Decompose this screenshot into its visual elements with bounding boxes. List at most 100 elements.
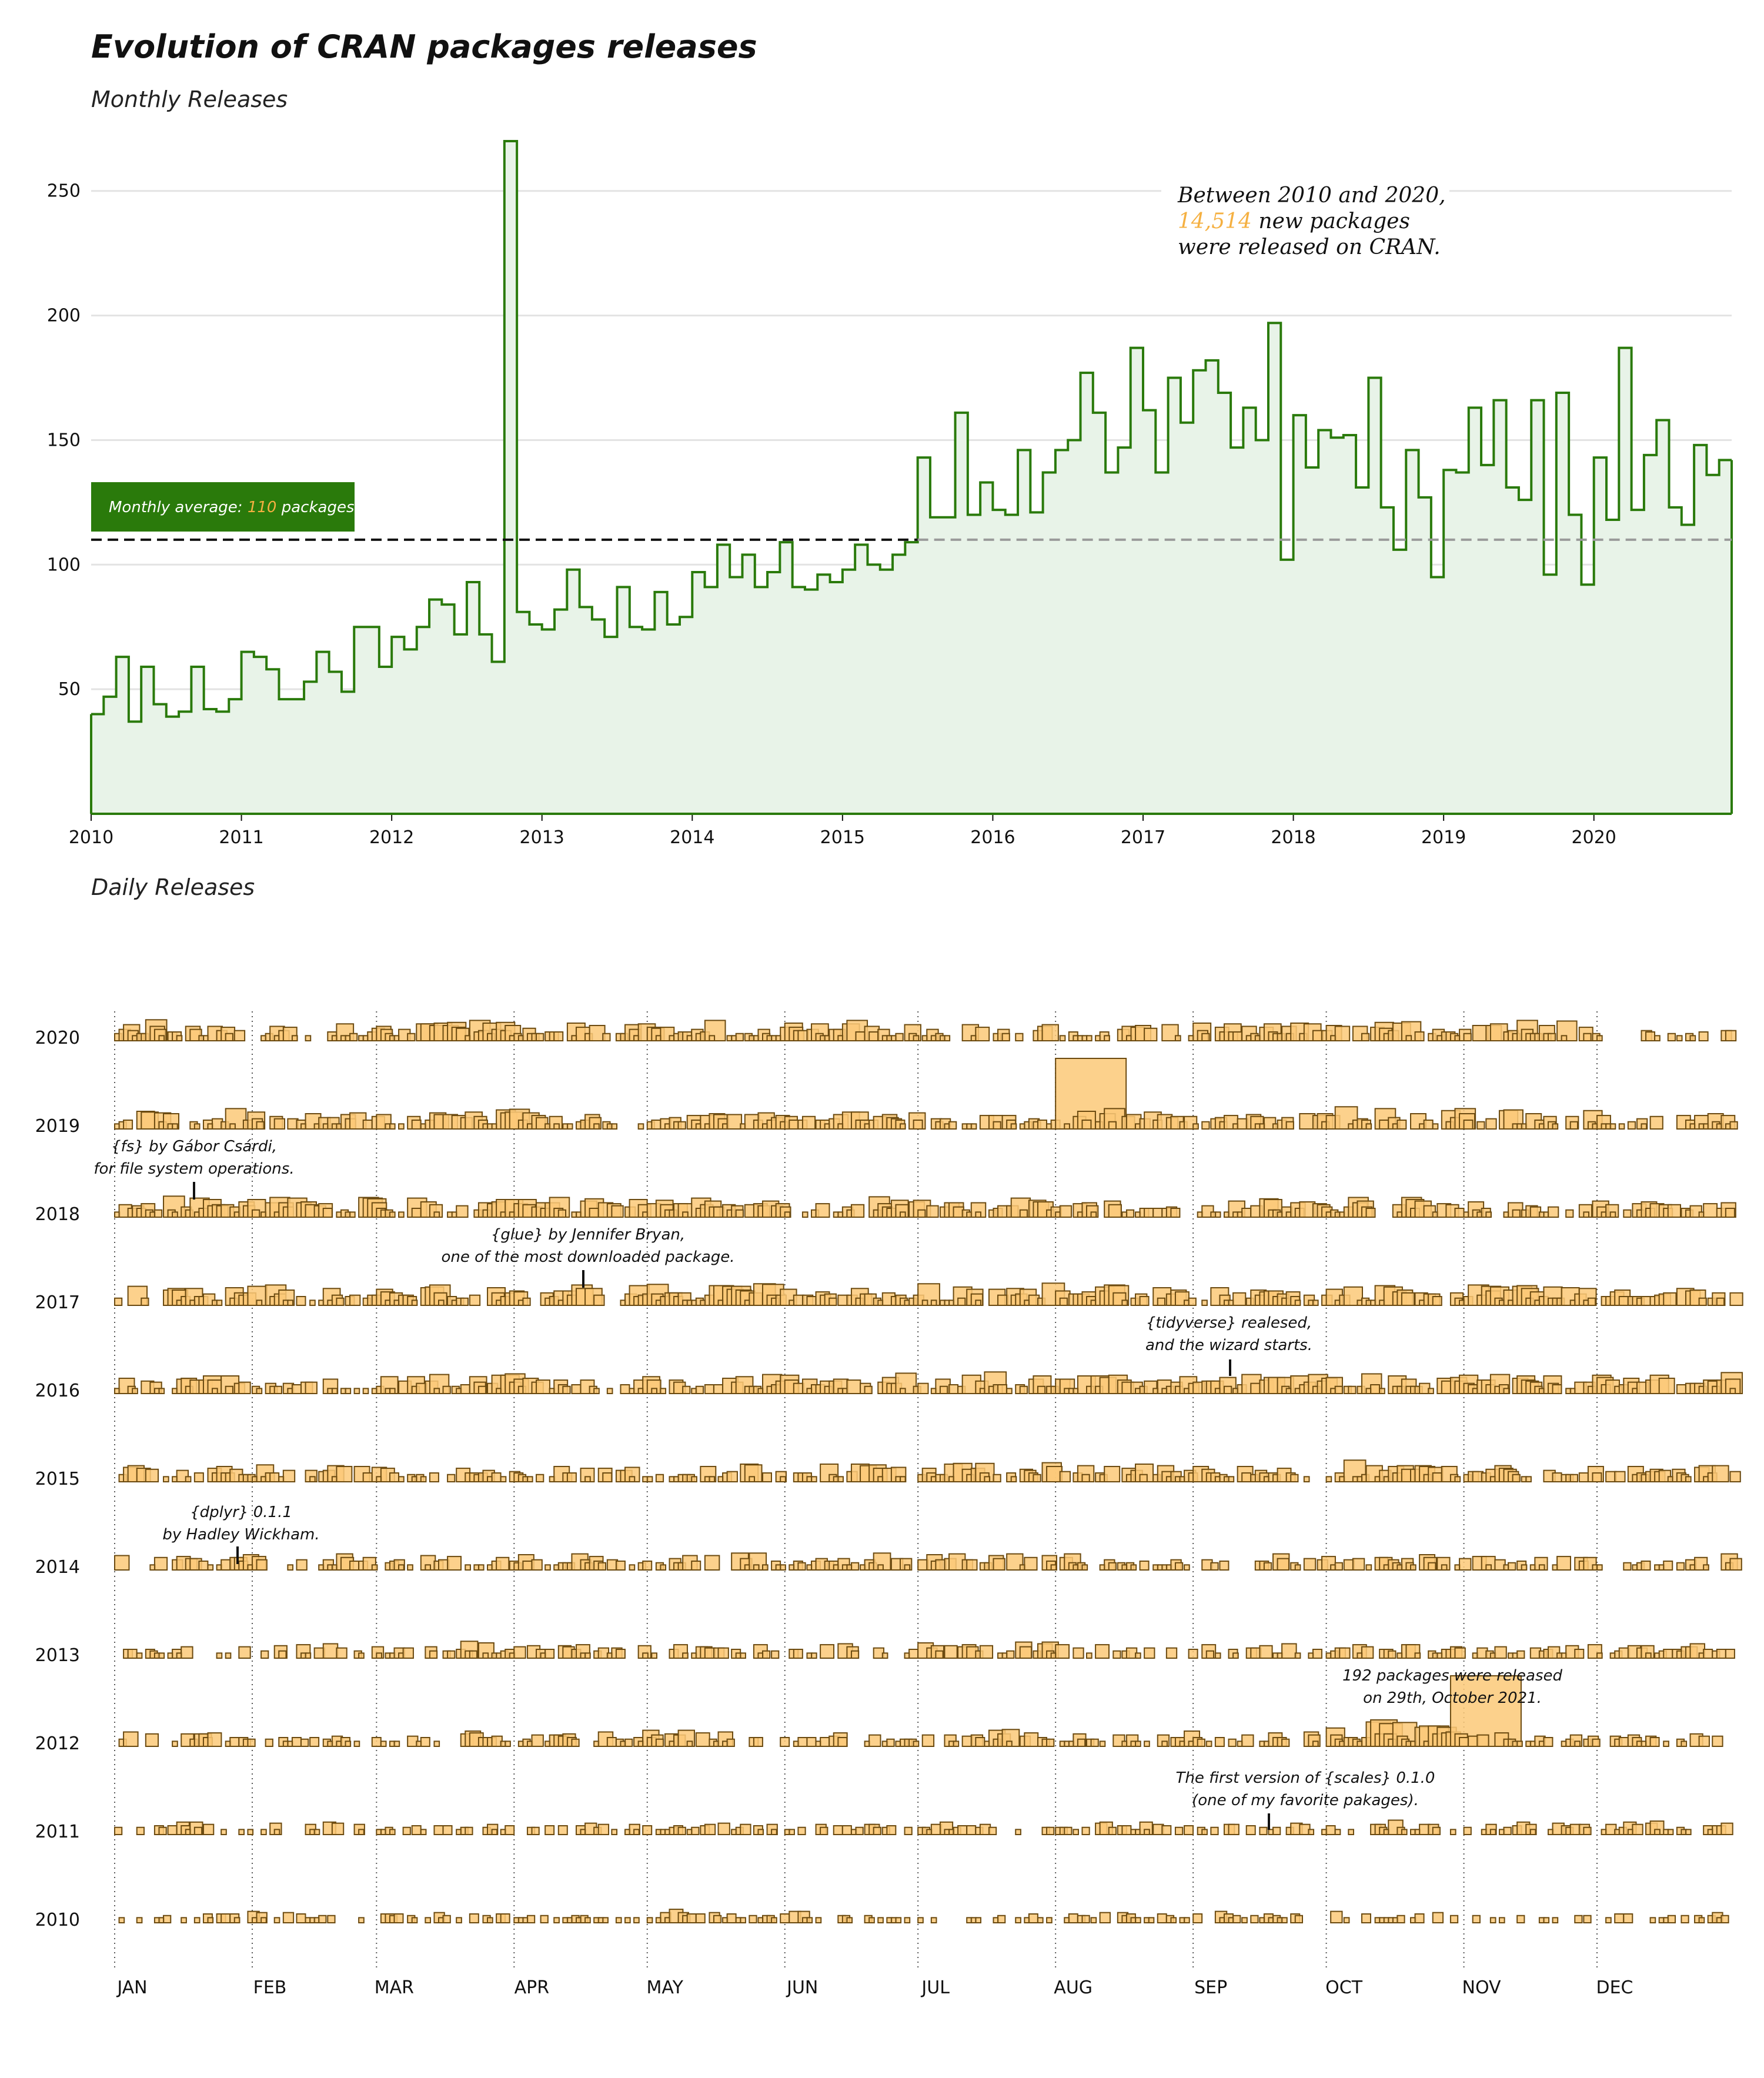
- daily-release-square: [229, 1737, 240, 1747]
- daily-release-square: [225, 1385, 233, 1394]
- daily-squares: [114, 1019, 1743, 1924]
- monthly-y-axis: 50 100 150 200 250: [47, 181, 81, 700]
- daily-release-square: [1658, 1378, 1675, 1395]
- daily-release-square: [420, 1829, 427, 1836]
- daily-release-square: [358, 1829, 365, 1836]
- daily-release-square: [1729, 1471, 1741, 1482]
- daily-release-square: [1312, 1740, 1319, 1748]
- daily-release-square: [158, 1652, 165, 1659]
- daily-release-square: [557, 1209, 567, 1218]
- daily-release-square: [420, 1737, 430, 1747]
- daily-release-square: [1525, 1476, 1532, 1483]
- daily-release-square: [398, 1211, 405, 1218]
- daily-release-square: [1033, 1474, 1041, 1482]
- daily-release-square: [1214, 1652, 1221, 1659]
- daily-release-square: [1201, 1033, 1210, 1042]
- daily-release-square: [1201, 1829, 1208, 1836]
- daily-release-square: [615, 1561, 626, 1571]
- daily-release-square: [682, 1652, 689, 1659]
- daily-release-square: [1725, 1208, 1735, 1218]
- daily-release-square: [238, 1646, 251, 1659]
- daily-release-square: [1334, 1385, 1343, 1394]
- daily-release-square: [233, 1917, 240, 1924]
- daily-release-square: [362, 1388, 369, 1395]
- daily-release-square: [318, 1915, 327, 1923]
- daily-release-square: [873, 1826, 881, 1835]
- daily-release-square: [393, 1913, 404, 1923]
- daily-release-square: [1037, 1120, 1047, 1130]
- daily-release-square: [1334, 1025, 1351, 1042]
- daily-release-square: [193, 1123, 201, 1130]
- daily-release-square: [260, 1829, 267, 1836]
- daily-release-square: [713, 1384, 723, 1394]
- daily-release-square: [1649, 1115, 1663, 1130]
- daily-release-square: [917, 1283, 940, 1306]
- daily-release-square: [118, 1917, 125, 1924]
- daily-release-square: [726, 1114, 743, 1130]
- daily-release-square: [531, 1559, 543, 1571]
- daily-release-square: [841, 1825, 852, 1835]
- daily-release-square: [256, 1388, 263, 1395]
- daily-release-square: [1019, 1209, 1028, 1218]
- daily-release-square: [1396, 1120, 1407, 1130]
- y-tick-label: 100: [47, 554, 81, 575]
- daily-release-square: [1423, 1120, 1434, 1130]
- month-label: NOV: [1462, 1977, 1502, 1998]
- daily-release-square: [389, 1211, 396, 1218]
- daily-release-square: [855, 1826, 864, 1835]
- daily-release-square: [1725, 1030, 1737, 1041]
- daily-release-square: [970, 1123, 977, 1130]
- daily-release-square: [465, 1826, 473, 1835]
- month-label: JAN: [116, 1977, 147, 1998]
- daily-release-square: [682, 1211, 689, 1218]
- daily-release-square: [496, 1556, 510, 1571]
- daily-release-square: [1210, 1826, 1219, 1835]
- daily-release-square: [225, 1108, 247, 1130]
- daily-release-square: [1512, 1209, 1521, 1218]
- daily-release-square: [1188, 1297, 1197, 1306]
- daily-release-square: [536, 1474, 544, 1482]
- x-tick-label: 2010: [69, 827, 113, 848]
- daily-release-square: [1161, 1024, 1179, 1042]
- daily-release-square: [1303, 1558, 1317, 1571]
- daily-release-square: [1325, 1476, 1332, 1483]
- average-badge-value: 110: [248, 499, 277, 516]
- daily-release-square: [407, 1033, 416, 1042]
- daily-release-square: [1698, 1031, 1709, 1041]
- daily-release-square: [850, 1562, 860, 1571]
- daily-release-square: [1214, 1737, 1225, 1747]
- daily-release-square: [1379, 1388, 1385, 1395]
- daily-release-square: [398, 1476, 405, 1483]
- daily-release-square: [975, 1917, 981, 1924]
- daily-release-square: [1290, 1474, 1299, 1482]
- daily-release-square: [993, 1121, 1001, 1130]
- annotation-text: The first version of {scales} 0.1.0: [1176, 1769, 1435, 1787]
- daily-release-square: [442, 1385, 451, 1394]
- daily-release-square: [780, 1564, 786, 1571]
- daily-release-square: [1241, 1917, 1248, 1924]
- daily-release-square: [500, 1476, 507, 1483]
- daily-release-square: [646, 1476, 653, 1483]
- daily-release-square: [1574, 1740, 1581, 1748]
- daily-release-square: [291, 1035, 298, 1041]
- daily-release-square: [593, 1294, 605, 1306]
- daily-release-square: [629, 1564, 636, 1571]
- daily-release-square: [1485, 1118, 1497, 1130]
- daily-release-square: [789, 1120, 799, 1130]
- daily-release-square: [1414, 1652, 1421, 1659]
- daily-release-square: [1703, 1649, 1713, 1659]
- daily-release-square: [797, 1737, 808, 1747]
- daily-release-square: [1552, 1384, 1562, 1394]
- daily-release-square: [251, 1209, 260, 1218]
- daily-release-square: [287, 1564, 294, 1571]
- daily-release-square: [1019, 1646, 1033, 1659]
- daily-release-square: [123, 1731, 139, 1748]
- daily-release-square: [1205, 1650, 1215, 1659]
- daily-release-square: [1108, 1121, 1117, 1130]
- daily-release-square: [1144, 1027, 1158, 1041]
- daily-release-square: [1184, 1917, 1190, 1924]
- daily-release-square: [296, 1559, 308, 1571]
- daily-release-square: [850, 1650, 860, 1659]
- daily-release-square: [181, 1917, 187, 1924]
- daily-release-square: [522, 1561, 533, 1571]
